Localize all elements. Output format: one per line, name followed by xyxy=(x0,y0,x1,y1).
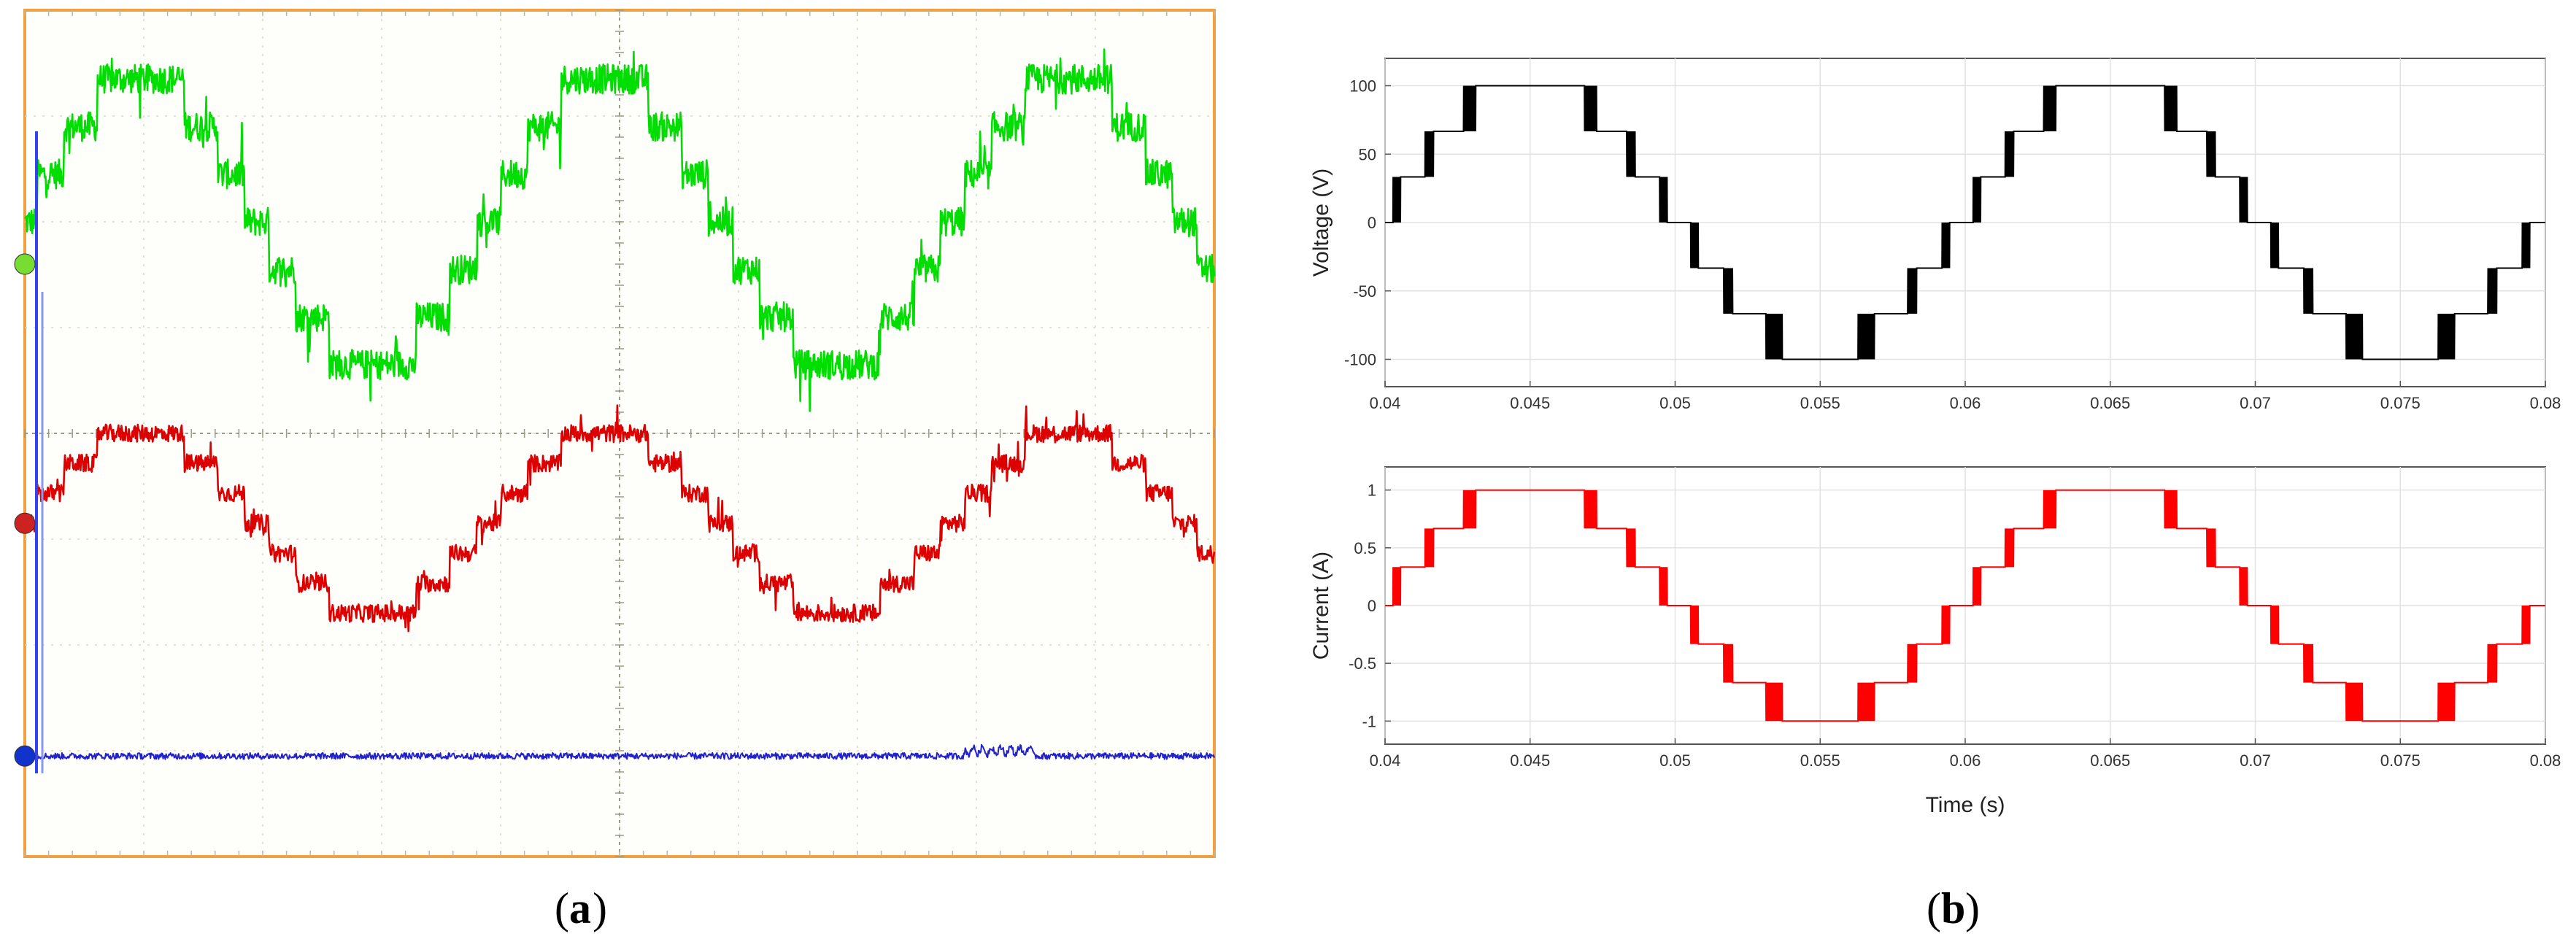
voltage-xtick-label: 0.08 xyxy=(2530,394,2561,412)
scope-traces xyxy=(23,48,1216,773)
caption-b-close: ) xyxy=(1965,884,1980,932)
scope-trace-1 xyxy=(24,48,1216,412)
caption-a-close: ) xyxy=(593,884,607,932)
current-ytick-label: -1 xyxy=(1362,712,1376,730)
voltage-ytick-label: -50 xyxy=(1353,282,1376,301)
current-ytick-label: 0 xyxy=(1368,597,1376,615)
current-xtick-label: 0.055 xyxy=(1800,751,1840,770)
voltage-xtick-label: 0.045 xyxy=(1510,394,1550,412)
caption-b: ( b ) xyxy=(1927,884,1980,932)
voltage-xtick-label: 0.075 xyxy=(2380,394,2421,412)
caption-a-letter: a xyxy=(569,884,591,932)
channel-marker-3 xyxy=(14,745,36,767)
current-xtick-label: 0.04 xyxy=(1370,751,1401,770)
current-ytick-label: -0.5 xyxy=(1349,654,1376,673)
voltage-ylabel: Voltage (V) xyxy=(1309,169,1333,277)
current-xtick-label: 0.045 xyxy=(1510,751,1550,770)
current-xtick-label: 0.065 xyxy=(2090,751,2130,770)
current-ticks: 0.04 0.045 0.05 0.055 0.06 0.065 0.07 0.075 0.08… xyxy=(1349,482,2561,770)
current-xtick-label: 0.06 xyxy=(1950,751,1981,770)
scope-trace-3 xyxy=(24,743,1215,760)
voltage-xtick-label: 0.07 xyxy=(2240,394,2271,412)
voltage-xtick-label: 0.065 xyxy=(2090,394,2130,412)
panel-b-current-plot: 0.04 0.045 0.05 0.055 0.06 0.065 0.07 0.075 0.08… xyxy=(1309,466,2561,817)
caption-a-open: ( xyxy=(555,884,569,932)
time-xlabel: Time (s) xyxy=(1926,793,2005,817)
current-ylabel: Current (A) xyxy=(1309,552,1333,660)
voltage-xtick-label: 0.06 xyxy=(1950,394,1981,412)
caption-a: ( a ) xyxy=(555,884,607,932)
current-ytick-label: 0.5 xyxy=(1354,539,1376,557)
current-xtick-label: 0.08 xyxy=(2530,751,2561,770)
current-xtick-label: 0.075 xyxy=(2380,751,2421,770)
voltage-xtick-label: 0.055 xyxy=(1800,394,1840,412)
voltage-waveform xyxy=(1385,85,2545,360)
scope-trace-2 xyxy=(23,404,1216,633)
voltage-ytick-label: 0 xyxy=(1368,214,1376,232)
current-grid xyxy=(1384,467,2546,744)
channel-marker-2 xyxy=(14,512,36,534)
panel-a-oscilloscope xyxy=(14,9,1216,858)
voltage-ytick-label: 100 xyxy=(1349,77,1376,96)
caption-b-open: ( xyxy=(1927,884,1941,932)
current-xtick-label: 0.07 xyxy=(2240,751,2271,770)
voltage-ytick-label: -100 xyxy=(1344,351,1376,369)
voltage-ticks: 0.04 0.045 0.05 0.055 0.06 0.065 0.07 0.075 0.08… xyxy=(1344,77,2561,413)
current-trace xyxy=(1385,489,2545,722)
voltage-trace xyxy=(1385,85,2545,360)
caption-b-letter: b xyxy=(1941,884,1965,932)
voltage-xtick-label: 0.04 xyxy=(1370,394,1401,412)
current-ytick-label: 1 xyxy=(1368,482,1376,500)
scope-markers xyxy=(14,253,36,767)
voltage-xtick-label: 0.05 xyxy=(1659,394,1691,412)
panel-b-voltage-plot: 0.04 0.045 0.05 0.055 0.06 0.065 0.07 0.075 0.08… xyxy=(1309,58,2561,412)
current-xtick-label: 0.05 xyxy=(1659,751,1691,770)
channel-marker-1 xyxy=(14,253,36,275)
current-waveform xyxy=(1385,489,2545,722)
voltage-ytick-label: 50 xyxy=(1359,145,1376,163)
